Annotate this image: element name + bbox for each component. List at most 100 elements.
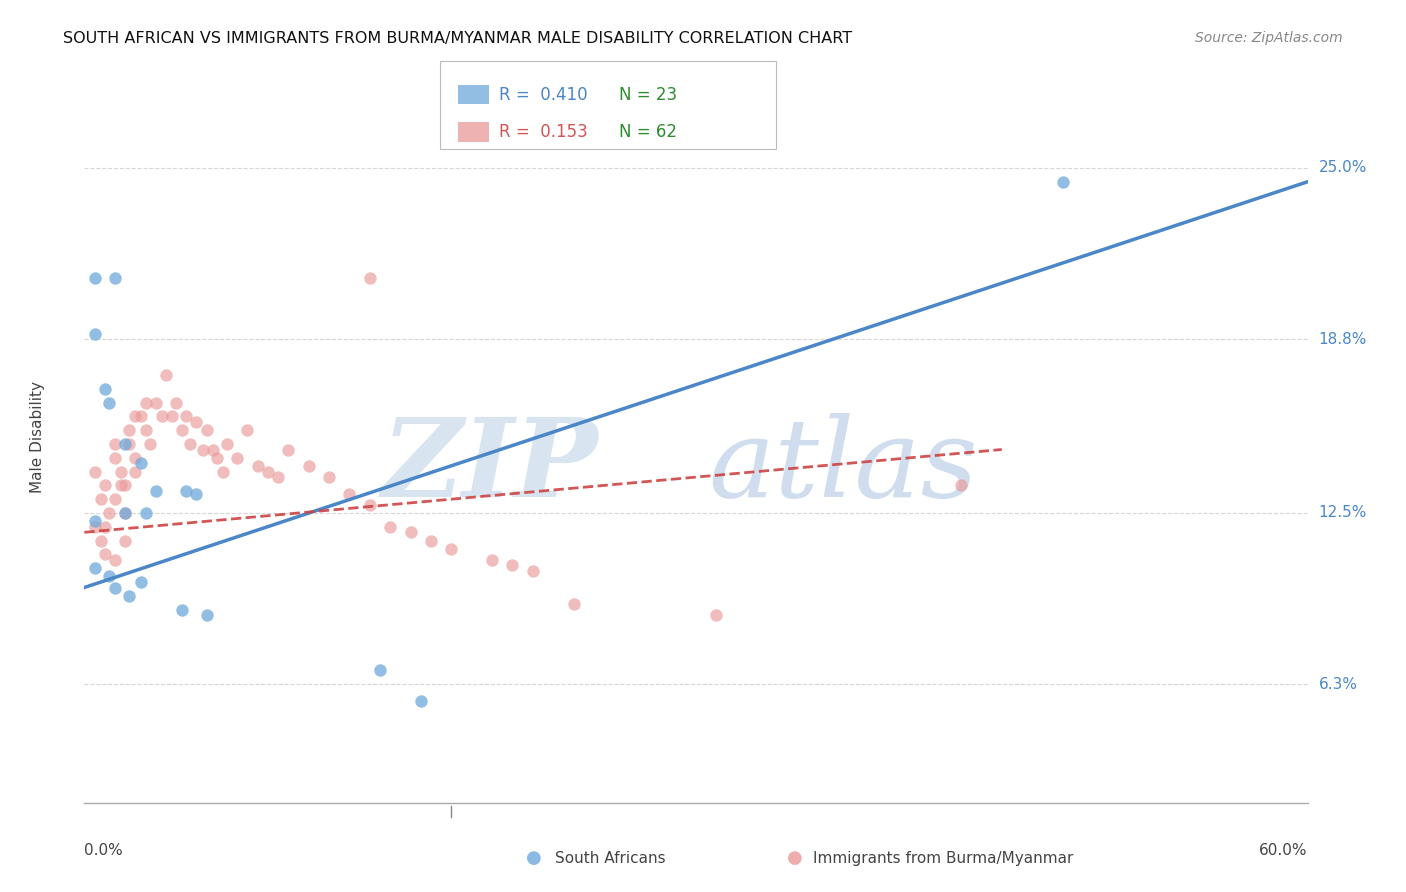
Point — [409, 694, 432, 708]
Point — [104, 581, 127, 595]
Point — [205, 450, 228, 465]
Point — [131, 574, 153, 589]
Point — [90, 533, 112, 548]
Point — [277, 442, 299, 457]
Point — [318, 470, 340, 484]
Point — [124, 409, 146, 424]
Point — [97, 506, 120, 520]
Point — [104, 553, 127, 567]
Point — [706, 608, 728, 623]
Point — [172, 423, 194, 437]
Point — [118, 589, 141, 603]
Point — [440, 541, 463, 556]
Point — [195, 423, 218, 437]
Point — [104, 450, 127, 465]
Point — [339, 486, 361, 500]
Point — [420, 533, 443, 548]
Point — [114, 533, 136, 548]
Point — [174, 483, 197, 498]
Text: 0.0%: 0.0% — [84, 843, 124, 858]
Text: N = 62: N = 62 — [619, 123, 676, 141]
Text: 60.0%: 60.0% — [1260, 843, 1308, 858]
Text: R =  0.410: R = 0.410 — [499, 86, 588, 103]
Point — [124, 450, 146, 465]
Point — [212, 465, 235, 479]
Text: South Africans: South Africans — [555, 851, 666, 865]
Point — [104, 437, 127, 451]
Point — [201, 442, 224, 457]
Point — [110, 465, 132, 479]
Point — [160, 409, 183, 424]
Point — [93, 478, 115, 492]
Point — [155, 368, 177, 382]
Point — [174, 409, 197, 424]
Point — [131, 456, 153, 470]
Point — [150, 409, 173, 424]
Point — [124, 465, 146, 479]
Point — [522, 564, 544, 578]
Point — [114, 437, 136, 451]
Point — [110, 478, 132, 492]
Point — [186, 415, 208, 429]
Point — [267, 470, 290, 484]
Text: Male Disability: Male Disability — [31, 381, 45, 493]
Text: 25.0%: 25.0% — [1319, 161, 1367, 176]
Point — [257, 465, 280, 479]
Point — [399, 525, 422, 540]
Point — [165, 395, 187, 409]
Point — [368, 663, 391, 677]
Point — [298, 458, 321, 473]
Point — [502, 558, 524, 573]
Text: Immigrants from Burma/Myanmar: Immigrants from Burma/Myanmar — [813, 851, 1073, 865]
Point — [97, 569, 120, 583]
Point — [135, 506, 157, 520]
Text: ●: ● — [786, 849, 803, 867]
Point — [562, 597, 585, 611]
Point — [359, 498, 381, 512]
Point — [380, 520, 402, 534]
Point — [114, 506, 136, 520]
Point — [950, 478, 973, 492]
Point — [83, 514, 105, 528]
Point — [195, 608, 218, 623]
Point — [93, 520, 115, 534]
Text: ZIP: ZIP — [381, 413, 598, 520]
Point — [118, 437, 141, 451]
Point — [236, 423, 259, 437]
Point — [191, 442, 214, 457]
Point — [83, 561, 105, 575]
Point — [172, 602, 194, 616]
Point — [145, 395, 167, 409]
Text: 18.8%: 18.8% — [1319, 332, 1367, 347]
Point — [481, 553, 503, 567]
Point — [83, 520, 105, 534]
Point — [359, 271, 381, 285]
Text: atlas: atlas — [709, 413, 977, 520]
Point — [179, 437, 201, 451]
Point — [104, 271, 127, 285]
Text: 12.5%: 12.5% — [1319, 506, 1367, 521]
Point — [118, 423, 141, 437]
Text: R =  0.153: R = 0.153 — [499, 123, 588, 141]
Point — [145, 483, 167, 498]
Point — [246, 458, 269, 473]
Point — [114, 506, 136, 520]
Text: Source: ZipAtlas.com: Source: ZipAtlas.com — [1195, 31, 1343, 45]
Point — [97, 395, 120, 409]
Point — [1052, 175, 1074, 189]
Point — [83, 271, 105, 285]
Text: 6.3%: 6.3% — [1319, 677, 1358, 691]
Point — [83, 465, 105, 479]
Point — [186, 486, 208, 500]
Point — [114, 478, 136, 492]
Point — [83, 326, 105, 341]
Point — [135, 423, 157, 437]
Point — [93, 382, 115, 396]
Point — [138, 437, 160, 451]
Point — [217, 437, 239, 451]
Text: ●: ● — [526, 849, 543, 867]
Point — [131, 409, 153, 424]
Point — [226, 450, 249, 465]
Point — [93, 548, 115, 562]
Point — [90, 492, 112, 507]
